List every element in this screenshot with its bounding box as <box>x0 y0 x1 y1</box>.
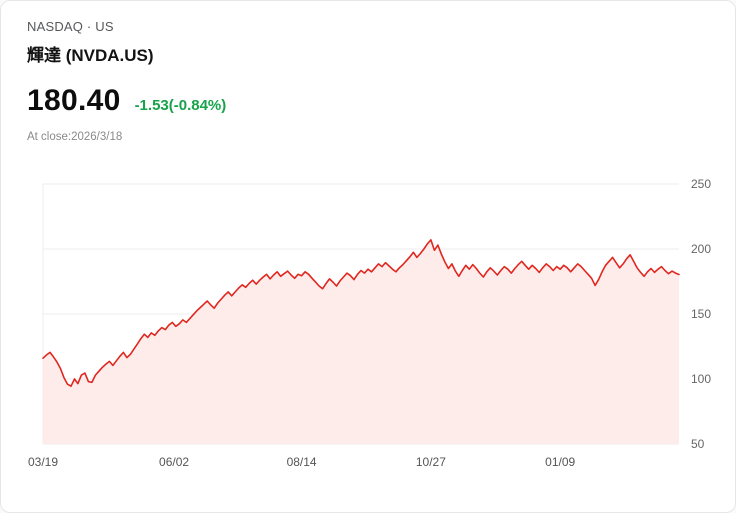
price-area <box>43 239 679 444</box>
last-price: 180.40 <box>27 84 121 117</box>
price-row: 180.40 -1.53(-0.84%) <box>27 84 707 118</box>
y-axis-label: 100 <box>691 372 711 386</box>
exchange-label: NASDAQ · US <box>27 19 114 34</box>
price-chart[interactable]: 250 200 150 100 50 03/19 06/02 08/14 10/27 01/09 <box>1 164 736 494</box>
y-axis-label: 200 <box>691 242 711 256</box>
x-axis-label: 03/19 <box>28 455 58 469</box>
close-info: At close:2026/3/18 <box>27 131 123 143</box>
stock-name: 輝達 (NVDA.US) <box>27 46 154 65</box>
y-axis-label: 150 <box>691 307 711 321</box>
quote-header: NASDAQ · US 輝達 (NVDA.US) 180.40 -1.53(-0… <box>1 1 735 143</box>
x-axis-label: 08/14 <box>287 455 317 469</box>
x-axis-label: 01/09 <box>545 455 575 469</box>
x-axis-label: 10/27 <box>416 455 446 469</box>
y-axis-label: 250 <box>691 177 711 191</box>
price-line <box>42 239 680 387</box>
x-axis-label: 06/02 <box>159 455 189 469</box>
chart-area: 250 200 150 100 50 03/19 06/02 08/14 10/27 01/09 <box>1 164 736 494</box>
y-axis-label: 50 <box>691 437 705 451</box>
price-change: -1.53(-0.84%) <box>134 97 227 114</box>
